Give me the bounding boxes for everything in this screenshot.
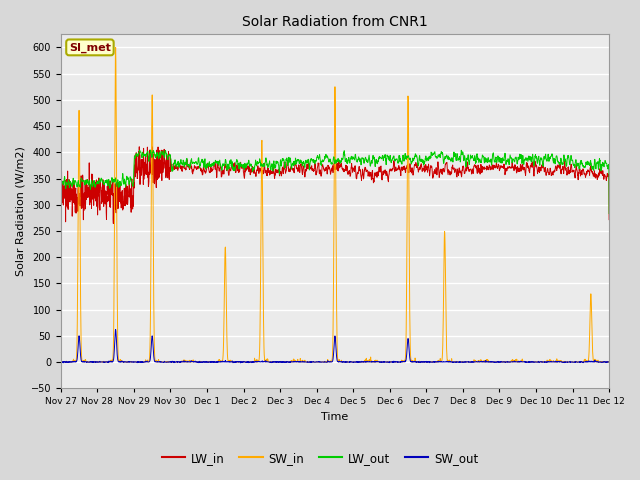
- SW_out: [605, 359, 613, 364]
- Text: SI_met: SI_met: [69, 42, 111, 52]
- Line: LW_out: LW_out: [61, 150, 609, 271]
- Legend: LW_in, SW_in, LW_out, SW_out: LW_in, SW_in, LW_out, SW_out: [157, 447, 483, 469]
- LW_out: [147, 147, 154, 153]
- LW_out: [557, 156, 564, 161]
- Line: SW_in: SW_in: [61, 48, 609, 362]
- SW_out: [57, 360, 65, 365]
- Title: Solar Radiation from CNR1: Solar Radiation from CNR1: [242, 15, 428, 29]
- LW_out: [605, 211, 613, 216]
- LW_in: [495, 161, 502, 167]
- SW_out: [112, 326, 120, 332]
- SW_out: [573, 359, 580, 365]
- SW_in: [57, 359, 65, 365]
- LW_in: [351, 166, 359, 171]
- SW_in: [363, 359, 371, 364]
- LW_out: [572, 157, 580, 163]
- SW_in: [495, 359, 502, 365]
- SW_out: [351, 359, 359, 365]
- LW_out: [363, 156, 371, 162]
- SW_in: [351, 359, 359, 365]
- SW_in: [572, 359, 580, 365]
- SW_in: [605, 359, 613, 365]
- X-axis label: Time: Time: [321, 412, 349, 422]
- SW_in: [210, 359, 218, 365]
- SW_out: [364, 359, 371, 364]
- SW_out: [495, 360, 502, 365]
- Y-axis label: Solar Radiation (W/m2): Solar Radiation (W/m2): [15, 146, 25, 276]
- LW_in: [572, 162, 580, 168]
- LW_in: [363, 168, 371, 174]
- LW_in: [136, 144, 143, 150]
- LW_in: [605, 217, 613, 223]
- LW_in: [57, 260, 65, 265]
- SW_out: [237, 360, 244, 366]
- Line: LW_in: LW_in: [61, 147, 609, 263]
- LW_out: [210, 159, 218, 165]
- LW_out: [351, 154, 359, 160]
- SW_out: [210, 359, 218, 364]
- LW_out: [57, 268, 65, 274]
- SW_in: [112, 45, 120, 50]
- SW_out: [557, 359, 565, 365]
- LW_in: [210, 159, 218, 165]
- LW_out: [495, 154, 502, 160]
- LW_in: [557, 170, 564, 176]
- Line: SW_out: SW_out: [61, 329, 609, 363]
- SW_in: [557, 359, 564, 364]
